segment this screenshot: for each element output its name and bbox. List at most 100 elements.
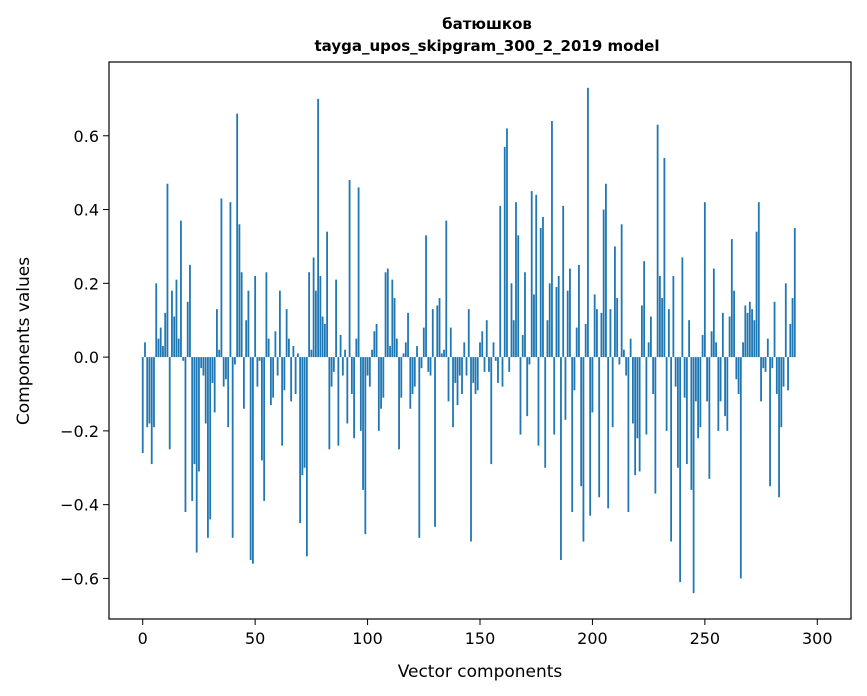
bar [193,357,196,465]
bar [328,357,331,450]
bar [180,220,182,358]
chart-subtitle: tayga_upos_skipgram_300_2_2019 model [315,37,660,55]
bar [494,357,497,361]
bar [694,357,697,402]
bar [416,346,418,358]
bar [301,357,304,476]
bar [569,268,571,358]
bar [618,357,621,365]
x-tick-label: 50 [245,629,265,648]
bar [571,357,574,513]
bar [240,272,243,358]
bar [757,202,760,358]
bar [533,294,535,358]
x-tick-label: 200 [577,629,608,648]
bar [386,268,389,358]
bar [656,124,659,358]
bar [735,357,738,380]
bar [339,334,342,358]
bar [553,357,556,435]
bar [575,327,578,358]
bar [605,183,607,358]
bar [344,349,346,358]
bar [470,357,472,542]
bar [353,357,355,439]
bar [739,357,742,579]
bar [474,357,477,394]
bar [764,357,767,372]
bar [182,357,185,361]
bar [216,309,218,358]
bar [200,357,203,369]
bar [168,357,171,450]
bar [600,312,603,358]
bar [697,357,699,439]
x-tick-label: 300 [802,629,833,648]
y-tick-label: −0.2 [60,422,99,441]
bar [362,357,364,490]
bar [204,357,207,424]
bar [287,338,290,358]
bar [789,323,792,358]
bar [195,357,198,553]
bar [247,290,250,358]
y-tick-label: 0.4 [74,201,99,220]
bar [638,357,641,472]
bar [319,275,322,358]
bar [503,146,506,358]
bar [730,239,733,358]
bar [207,357,209,538]
bar [688,320,691,358]
y-tick-label: 0.0 [74,348,99,367]
bar [784,283,787,358]
bar [380,357,382,409]
bar [310,349,313,358]
bar [712,268,715,358]
bar [425,235,427,358]
bar [218,349,221,358]
bar [737,357,740,394]
bar [476,357,479,391]
bar [294,357,297,394]
bar [663,157,666,358]
bar [506,128,508,358]
bar [726,357,729,431]
bar [249,357,252,560]
bar [467,309,470,358]
bar [184,357,187,513]
bar [290,357,293,402]
bar [389,346,391,358]
bar [771,357,774,369]
bar [341,357,344,376]
bar [292,346,295,358]
bar [625,357,628,376]
bar [440,353,443,358]
bar [461,357,463,394]
bar [409,357,412,409]
bar [551,121,553,358]
bar [337,357,340,446]
bar [649,316,652,358]
bar [566,290,569,358]
bar [456,357,459,406]
bar [177,338,180,358]
bar [636,357,639,439]
bar [227,357,230,428]
bar [676,357,679,468]
bar [449,327,452,358]
bar [578,264,580,358]
bar [632,357,634,424]
bar [155,283,158,358]
bar [481,331,484,358]
bar [326,231,328,358]
bar [706,357,708,402]
bar [384,272,387,358]
bar [211,357,214,383]
bar [492,342,495,358]
bar [445,220,448,358]
bar [762,357,765,369]
bar [252,357,254,564]
bar [692,357,695,594]
bar [308,272,311,358]
bar [755,231,758,358]
